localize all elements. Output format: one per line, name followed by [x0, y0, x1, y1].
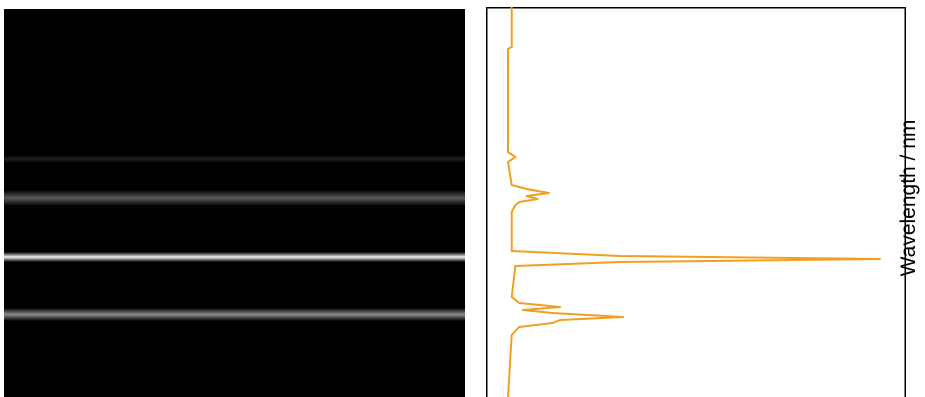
y-axis-label: Wavelength / nm	[897, 119, 920, 277]
y-axis-label-container: Wavelength / nm	[895, 0, 925, 397]
band-lower	[4, 308, 465, 321]
band-faint	[4, 155, 465, 163]
band-main	[4, 252, 465, 262]
spectral-image-panel	[4, 9, 465, 397]
band-upper	[4, 190, 465, 206]
plot-content	[507, 7, 881, 397]
plot-frame	[486, 7, 906, 397]
spectrum-series-line	[507, 7, 881, 397]
spectrum-plot	[486, 7, 906, 397]
